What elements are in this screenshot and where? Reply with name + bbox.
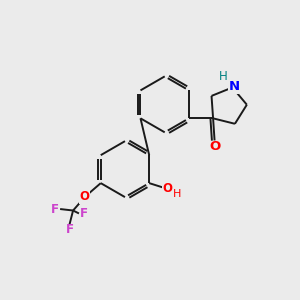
Text: O: O — [80, 190, 90, 203]
Text: H: H — [219, 70, 227, 83]
Text: H: H — [173, 189, 181, 199]
Text: F: F — [65, 223, 74, 236]
Text: N: N — [228, 80, 239, 93]
Text: O: O — [163, 182, 172, 195]
Text: F: F — [80, 207, 88, 220]
Text: O: O — [209, 140, 220, 153]
Text: F: F — [51, 202, 59, 215]
